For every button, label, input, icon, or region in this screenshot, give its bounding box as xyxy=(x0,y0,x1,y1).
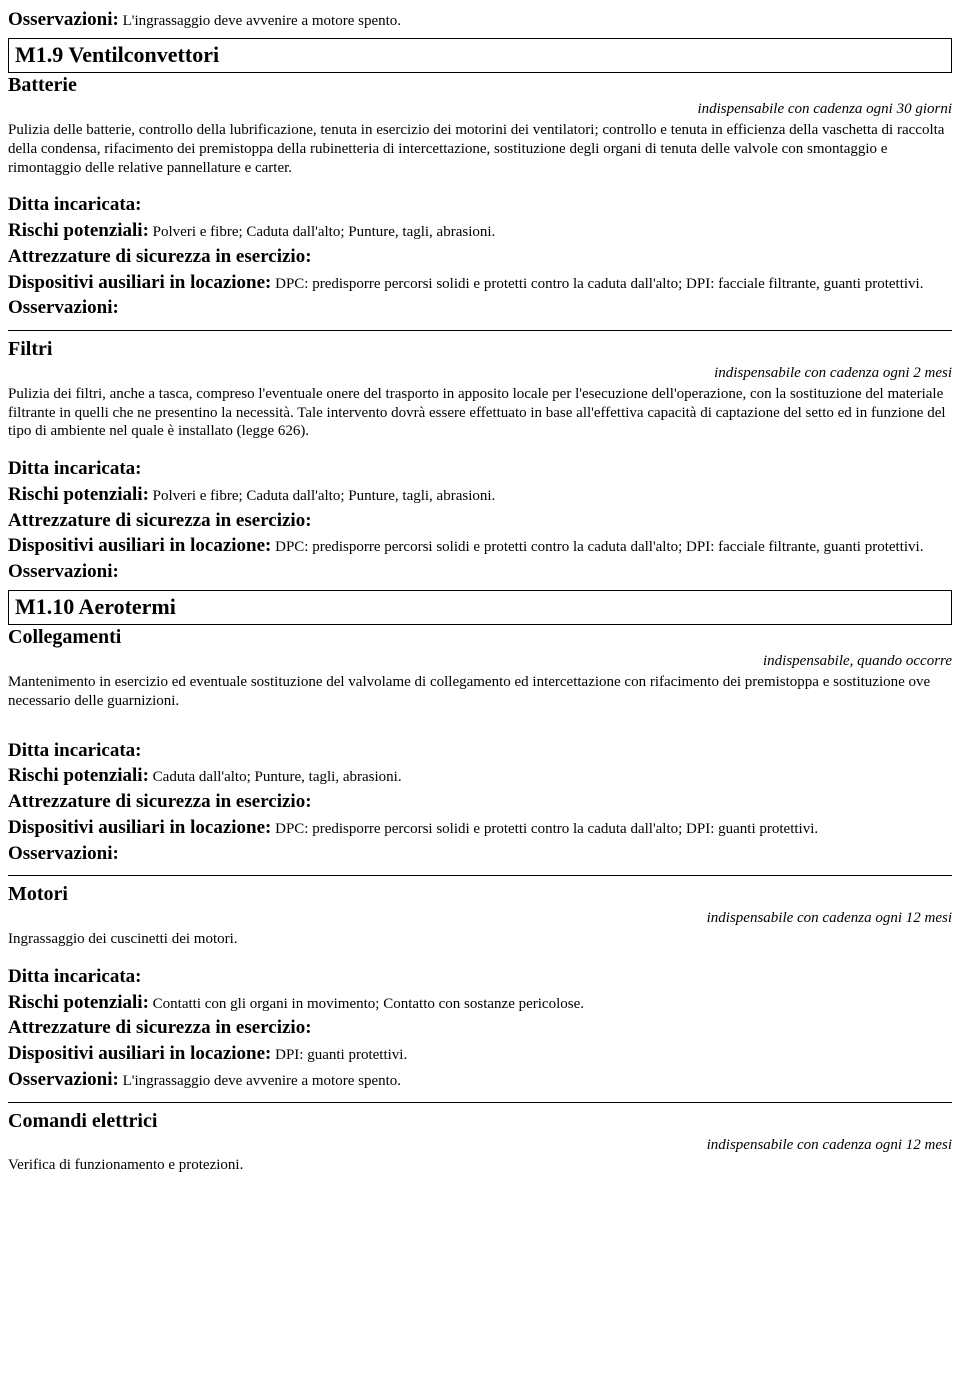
section-m110-box: M1.10 Aerotermi xyxy=(8,590,952,626)
rischi-text: Contatti con gli organi in movimento; Co… xyxy=(149,996,584,1012)
filtri-ditta: Ditta incaricata: xyxy=(8,457,952,481)
rischi-label: Rischi potenziali: xyxy=(8,765,149,786)
filtri-rischi: Rischi potenziali: Polveri e fibre; Cadu… xyxy=(8,483,952,507)
obs-label: Osservazioni: xyxy=(8,9,119,30)
filtri-desc: Pulizia dei filtri, anche a tasca, compr… xyxy=(8,385,952,441)
divider xyxy=(8,875,952,876)
disp-label: Dispositivi ausiliari in locazione: xyxy=(8,272,271,293)
obs-text: L'ingrassaggio deve avvenire a motore sp… xyxy=(119,1073,401,1089)
divider xyxy=(8,330,952,331)
section-m110-title: M1.10 Aerotermi xyxy=(15,593,176,621)
motori-disp: Dispositivi ausiliari in locazione: DPI:… xyxy=(8,1042,952,1066)
obs-label: Osservazioni: xyxy=(8,1069,119,1090)
rischi-text: Caduta dall'alto; Punture, tagli, abrasi… xyxy=(149,769,402,785)
collegamenti-ditta: Ditta incaricata: xyxy=(8,739,952,763)
batterie-rischi: Rischi potenziali: Polveri e fibre; Cadu… xyxy=(8,219,952,243)
disp-text: DPC: predisporre percorsi solidi e prote… xyxy=(271,539,923,555)
collegamenti-attrezz: Attrezzature di sicurezza in esercizio: xyxy=(8,790,952,814)
motori-header-row: Motori xyxy=(8,882,952,907)
rischi-text: Polveri e fibre; Caduta dall'alto; Puntu… xyxy=(149,224,495,240)
comandi-desc: Verifica di funzionamento e protezioni. xyxy=(8,1156,952,1175)
disp-label: Dispositivi ausiliari in locazione: xyxy=(8,535,271,556)
comandi-heading: Comandi elettrici xyxy=(8,1109,952,1134)
collegamenti-cadence: indispensabile, quando occorre xyxy=(8,652,952,671)
rischi-label: Rischi potenziali: xyxy=(8,484,149,505)
batterie-ditta: Ditta incaricata: xyxy=(8,193,952,217)
motori-attrezz: Attrezzature di sicurezza in esercizio: xyxy=(8,1016,952,1040)
comandi-cadence: indispensabile con cadenza ogni 12 mesi xyxy=(8,1136,952,1155)
obs-text: L'ingrassaggio deve avvenire a motore sp… xyxy=(119,13,401,29)
filtri-obs: Osservazioni: xyxy=(8,560,952,584)
section-m19-title: M1.9 Ventilconvettori xyxy=(15,41,219,69)
disp-text: DPC: predisporre percorsi solidi e prote… xyxy=(271,276,923,292)
disp-text: DPC: predisporre percorsi solidi e prote… xyxy=(271,821,818,837)
motori-rischi: Rischi potenziali: Contatti con gli orga… xyxy=(8,991,952,1015)
filtri-attrezz: Attrezzature di sicurezza in esercizio: xyxy=(8,509,952,533)
divider xyxy=(8,1102,952,1103)
top-observation: Osservazioni: L'ingrassaggio deve avveni… xyxy=(8,8,952,32)
motori-cadence: indispensabile con cadenza ogni 12 mesi xyxy=(8,909,952,928)
batterie-cadence: indispensabile con cadenza ogni 30 giorn… xyxy=(8,100,952,119)
rischi-label: Rischi potenziali: xyxy=(8,220,149,241)
disp-label: Dispositivi ausiliari in locazione: xyxy=(8,817,271,838)
rischi-text: Polveri e fibre; Caduta dall'alto; Puntu… xyxy=(149,488,495,504)
collegamenti-obs: Osservazioni: xyxy=(8,842,952,866)
batterie-heading: Batterie xyxy=(8,73,952,98)
batterie-desc: Pulizia delle batterie, controllo della … xyxy=(8,121,952,177)
disp-text: DPI: guanti protettivi. xyxy=(271,1047,407,1063)
rischi-label: Rischi potenziali: xyxy=(8,992,149,1013)
batterie-disp: Dispositivi ausiliari in locazione: DPC:… xyxy=(8,271,952,295)
motori-obs: Osservazioni: L'ingrassaggio deve avveni… xyxy=(8,1068,952,1092)
motori-desc: Ingrassaggio dei cuscinetti dei motori. xyxy=(8,930,952,949)
filtri-cadence: indispensabile con cadenza ogni 2 mesi xyxy=(8,364,952,383)
collegamenti-heading: Collegamenti xyxy=(8,625,952,650)
disp-label: Dispositivi ausiliari in locazione: xyxy=(8,1043,271,1064)
motori-ditta: Ditta incaricata: xyxy=(8,965,952,989)
filtri-disp: Dispositivi ausiliari in locazione: DPC:… xyxy=(8,534,952,558)
motori-heading: Motori xyxy=(8,882,68,907)
batterie-attrezz: Attrezzature di sicurezza in esercizio: xyxy=(8,245,952,269)
collegamenti-disp: Dispositivi ausiliari in locazione: DPC:… xyxy=(8,816,952,840)
collegamenti-rischi: Rischi potenziali: Caduta dall'alto; Pun… xyxy=(8,764,952,788)
collegamenti-desc: Mantenimento in esercizio ed eventuale s… xyxy=(8,673,952,711)
batterie-obs: Osservazioni: xyxy=(8,296,952,320)
section-m19-box: M1.9 Ventilconvettori xyxy=(8,38,952,74)
filtri-heading: Filtri xyxy=(8,337,952,362)
